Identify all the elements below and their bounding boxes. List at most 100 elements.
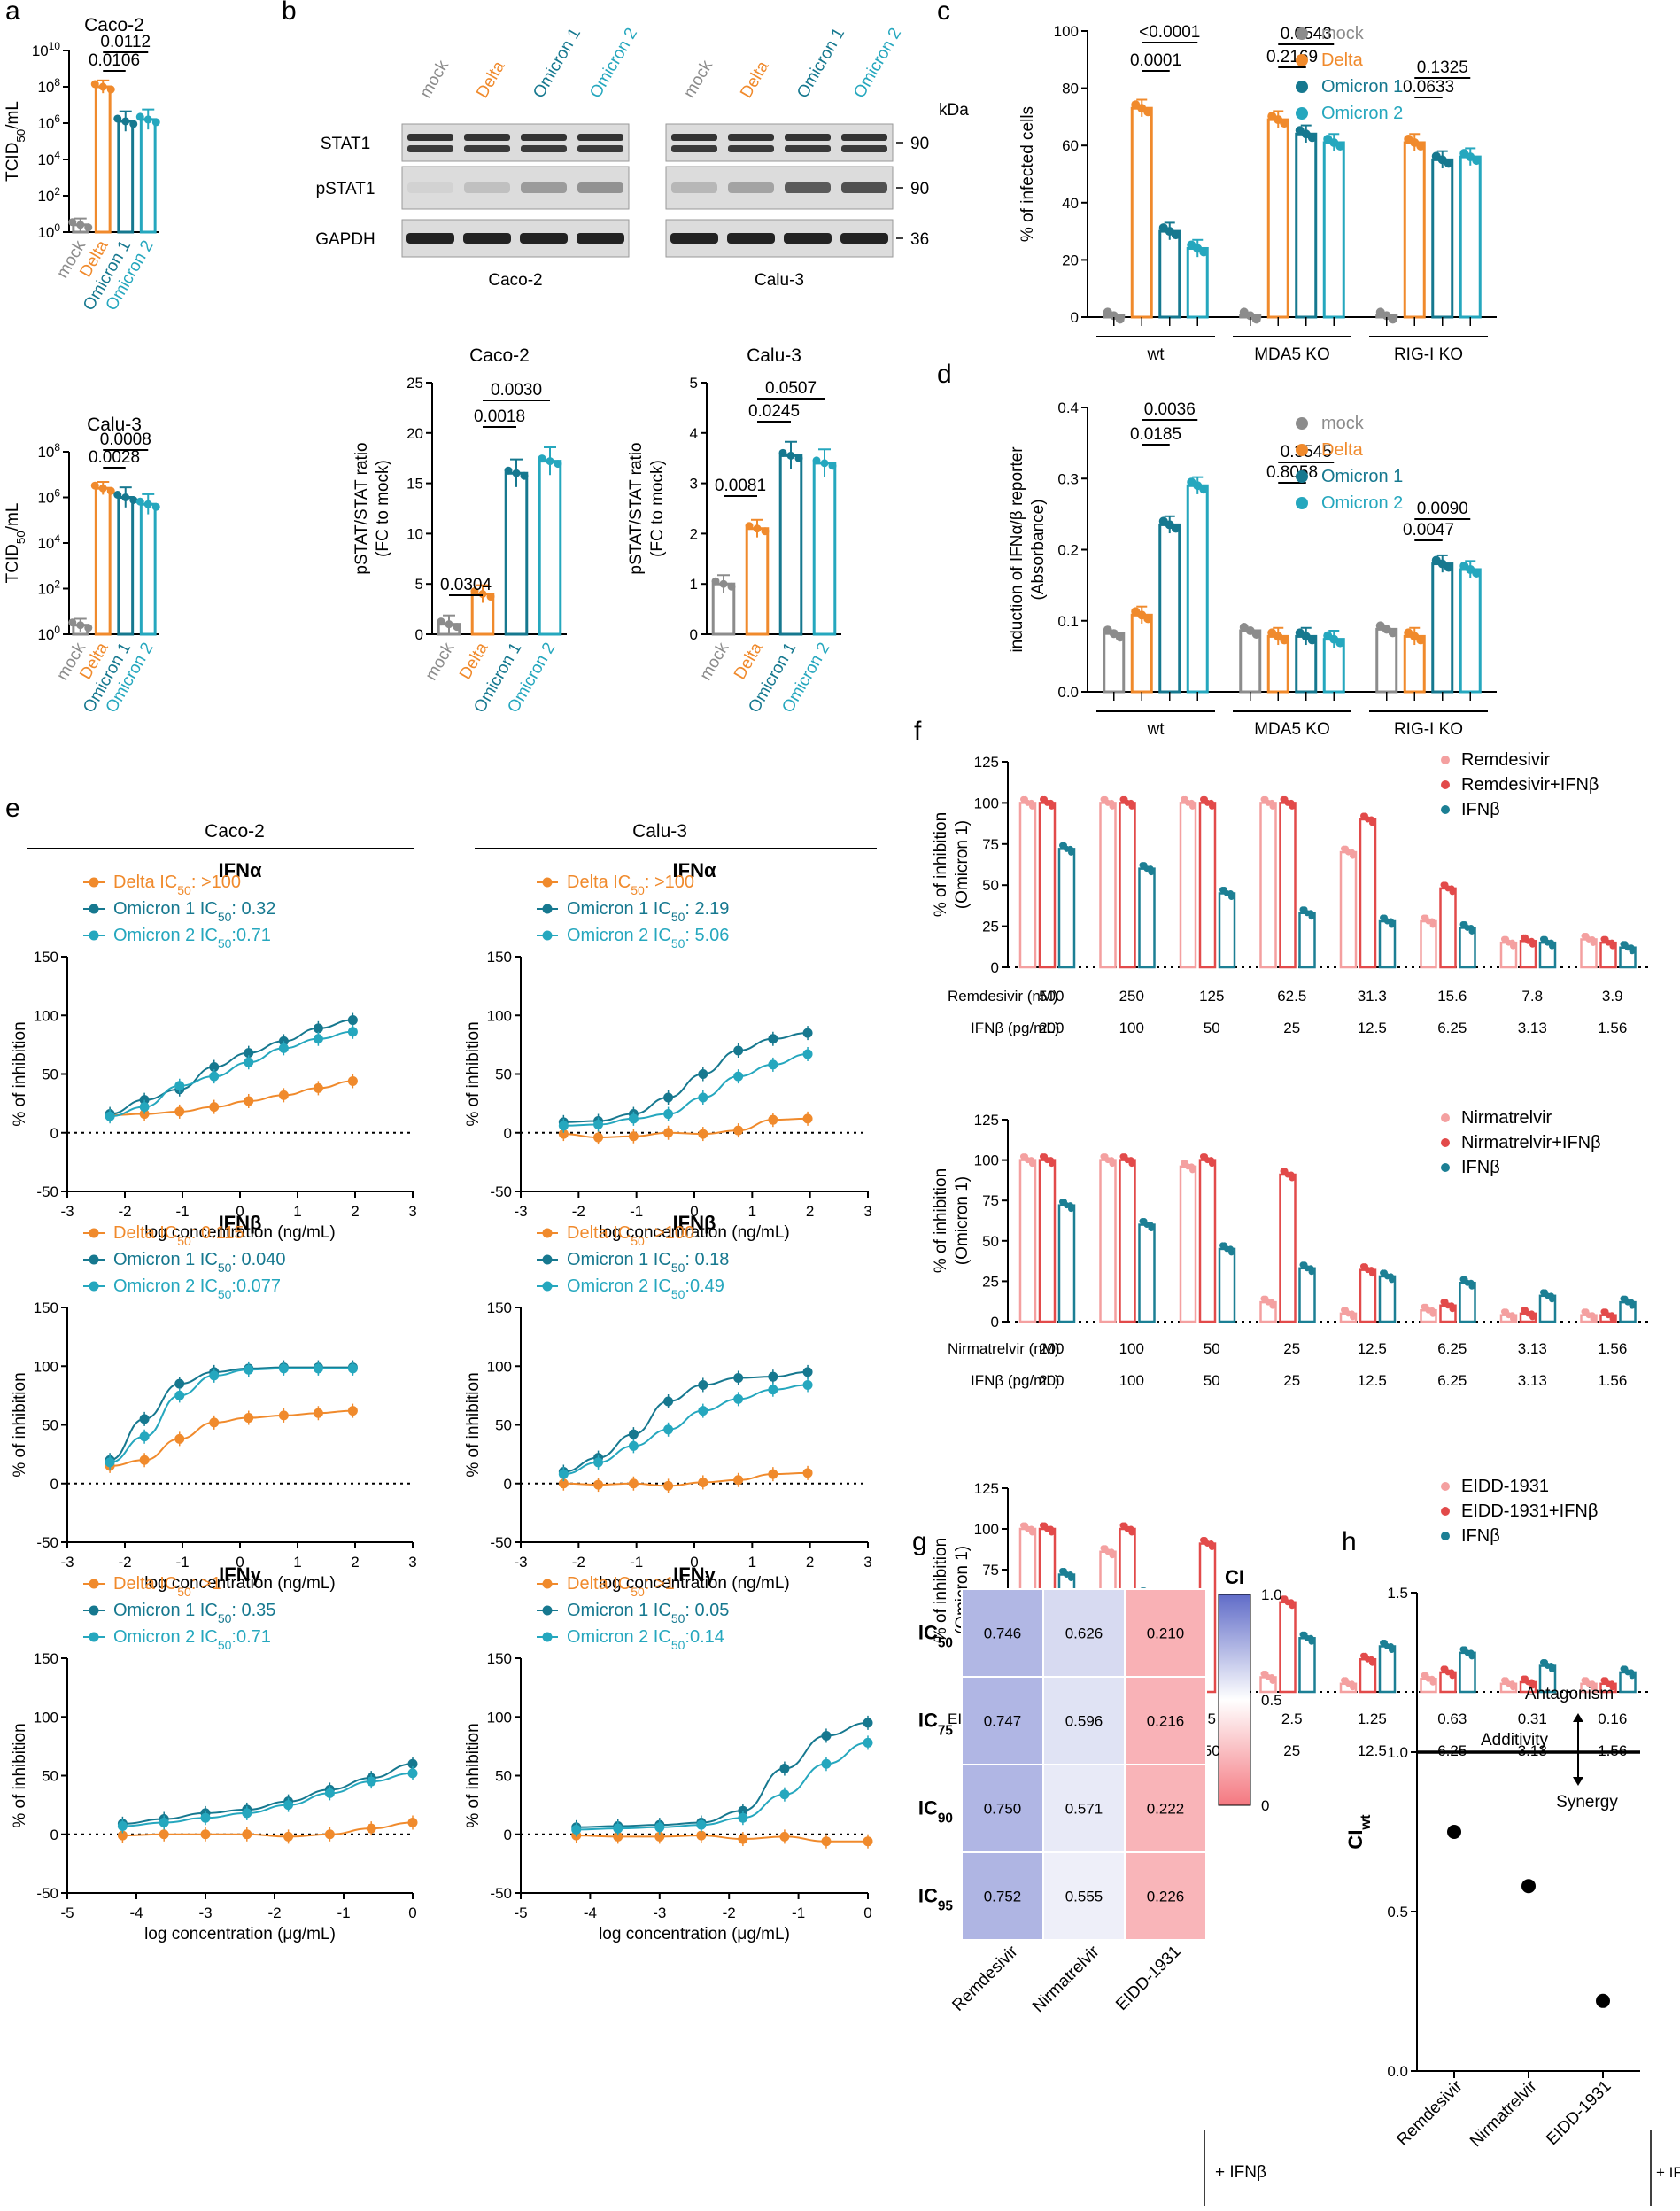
x-tick-label: Delta <box>731 640 767 683</box>
bar <box>504 471 529 636</box>
colorbar-tick: 0 <box>1261 1797 1269 1814</box>
data-point <box>1388 918 1394 925</box>
bar <box>1038 1159 1057 1323</box>
data-point <box>1262 795 1269 803</box>
data-point <box>90 481 99 490</box>
data-point <box>1108 1548 1115 1555</box>
data-point <box>1503 935 1509 943</box>
legend-marker <box>1296 444 1308 456</box>
data-point <box>278 1363 289 1374</box>
y-tick-label: 75 <box>982 836 999 853</box>
data-point <box>1115 314 1125 324</box>
y-tick-label: 0 <box>504 1476 512 1493</box>
band <box>670 233 718 244</box>
dose-row-label: IFNβ (pg/mL) <box>971 1020 1059 1036</box>
data-point <box>407 1758 418 1769</box>
x-tick-label: -1 <box>630 1554 643 1571</box>
legend-marker <box>1441 1482 1450 1491</box>
y-tick-label: 0 <box>504 1827 512 1843</box>
legend-marker <box>1296 81 1308 93</box>
x-tick-label: -2 <box>572 1203 585 1220</box>
data-point <box>1041 1522 1048 1529</box>
bar <box>1295 132 1318 319</box>
y-tick-label: 150 <box>487 949 512 966</box>
x-tick-label: -2 <box>723 1905 736 1921</box>
band <box>728 145 774 152</box>
data-point <box>324 1788 335 1798</box>
data-point <box>76 221 85 229</box>
heatmap-value: 0.216 <box>1147 1713 1185 1730</box>
y-tick-label: 100 <box>34 1007 58 1024</box>
data-point <box>1268 799 1275 806</box>
data-point <box>1509 1312 1515 1319</box>
y-tick-label: 150 <box>34 1650 58 1667</box>
heatmap-cell <box>1124 1764 1207 1853</box>
data-point <box>1548 939 1554 946</box>
data-point <box>470 587 479 596</box>
data-point <box>1608 939 1615 946</box>
heatmap-value: 0.222 <box>1147 1801 1185 1818</box>
p-value: 0.2169 <box>1266 48 1318 66</box>
x-tick-label: -3 <box>514 1554 527 1571</box>
y-tick-label: 1.5 <box>1387 1585 1408 1602</box>
lane-label: Delta <box>473 58 509 101</box>
band <box>463 233 511 244</box>
data-point <box>135 497 144 506</box>
data-point <box>1281 795 1289 803</box>
y-tick-label: 108 <box>37 76 60 96</box>
dose-value: 6.25 <box>1437 1372 1467 1389</box>
heatmap-row-label: IC50 <box>918 1622 953 1651</box>
data-point <box>200 1829 211 1840</box>
data-point <box>794 454 803 462</box>
data-point <box>1208 799 1214 806</box>
group-label: wt <box>1147 345 1165 364</box>
x-tick-label: EIDD-1931 <box>1543 2077 1614 2149</box>
group-label: RIG-I KO <box>1394 345 1463 364</box>
bar <box>1431 562 1454 694</box>
data-point <box>1583 1677 1590 1684</box>
data-point <box>1368 816 1374 823</box>
data-point <box>1388 1642 1394 1649</box>
bar <box>117 120 135 234</box>
colorbar-title: CI <box>1225 1566 1244 1588</box>
data-point <box>812 456 821 465</box>
data-point <box>1022 1522 1028 1529</box>
heatmap-value: 0.226 <box>1147 1889 1185 1905</box>
y-tick-label: 125 <box>974 1480 999 1497</box>
band <box>671 182 717 193</box>
bar <box>1266 118 1289 319</box>
heatmap-value: 0.746 <box>984 1625 1022 1642</box>
lane-label: Omicron 2 <box>586 25 641 101</box>
y-tick-label: 20 <box>406 425 423 442</box>
dose-value: 200 <box>1039 1372 1064 1389</box>
data-point <box>1472 156 1482 166</box>
blot-row-label: STAT1 <box>321 135 370 153</box>
data-point <box>768 1469 778 1479</box>
heatmap-value: 0.210 <box>1147 1625 1185 1642</box>
fit-curve <box>563 1032 809 1123</box>
data-point <box>1280 119 1289 128</box>
p-value: 0.0633 <box>1403 78 1454 97</box>
legend-marker <box>1441 1163 1450 1172</box>
heatmap-row-label: IC75 <box>918 1710 954 1739</box>
bar <box>1179 802 1197 969</box>
data-point <box>283 1831 294 1842</box>
bar <box>1359 1268 1377 1323</box>
blot-cell-label: Calu-3 <box>755 271 804 290</box>
data-point <box>1182 1160 1188 1167</box>
data-point <box>1422 1303 1429 1310</box>
y-tick-label: 0.1 <box>1057 613 1079 630</box>
data-point <box>802 1028 813 1038</box>
legend-marker <box>542 1605 553 1616</box>
legend-label: IFNβ <box>1461 1526 1500 1546</box>
data-point <box>139 1414 150 1424</box>
dose-value: 50 <box>1204 1340 1220 1357</box>
data-point <box>105 1457 115 1468</box>
x-tick-label: 1 <box>293 1554 301 1571</box>
data-point <box>1147 865 1154 873</box>
x-tick-label: 0 <box>690 1203 698 1220</box>
data-point <box>1307 910 1314 917</box>
legend-marker <box>89 1605 99 1616</box>
x-tick-label: Delta <box>456 640 492 683</box>
data-point <box>135 112 144 121</box>
